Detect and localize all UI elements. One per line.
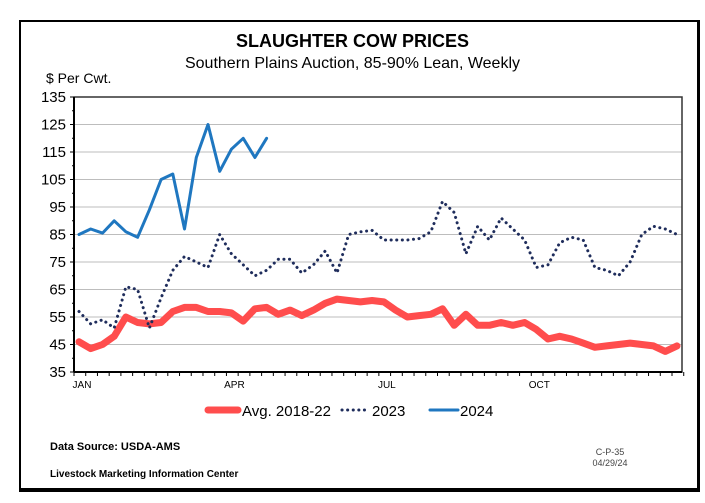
y-axis-label: $ Per Cwt. bbox=[46, 70, 112, 86]
series-line-avg-2018-22 bbox=[75, 295, 681, 355]
x-month-label: JAN bbox=[73, 380, 92, 391]
legend-label: 2024 bbox=[460, 403, 493, 420]
chart-frame bbox=[19, 20, 700, 492]
y-tick-label: 55 bbox=[49, 309, 66, 326]
x-month-label: JUL bbox=[378, 380, 396, 391]
y-tick-label: 35 bbox=[49, 364, 66, 381]
legend-label: 2023 bbox=[372, 403, 405, 420]
y-tick-label: 115 bbox=[42, 144, 66, 161]
y-tick-label: 135 bbox=[41, 89, 66, 106]
y-tick-label: 65 bbox=[49, 282, 66, 299]
y-tick-label: 75 bbox=[49, 254, 66, 271]
chart-code: C-P-35 bbox=[595, 447, 625, 457]
organization: Livestock Marketing Information Center bbox=[50, 469, 239, 480]
y-tick-label: 85 bbox=[49, 227, 66, 244]
y-tick-label: 45 bbox=[49, 337, 66, 354]
y-tick-label: 125 bbox=[41, 117, 66, 134]
chart-subtitle: Southern Plains Auction, 85-90% Lean, We… bbox=[184, 55, 521, 72]
data-source: Data Source: USDA-AMS bbox=[50, 441, 181, 453]
y-tick-label: 95 bbox=[49, 199, 66, 216]
y-tick-label: 105 bbox=[41, 172, 66, 189]
chart-date: 04/29/24 bbox=[592, 458, 628, 468]
series-line-2023 bbox=[77, 200, 679, 330]
chart-title: SLAUGHTER COW PRICES bbox=[235, 31, 469, 51]
series-line-2024 bbox=[77, 123, 269, 239]
x-month-label: OCT bbox=[529, 380, 550, 391]
legend-label: Avg. 2018-22 bbox=[242, 403, 331, 420]
x-month-label: APR bbox=[224, 380, 245, 391]
